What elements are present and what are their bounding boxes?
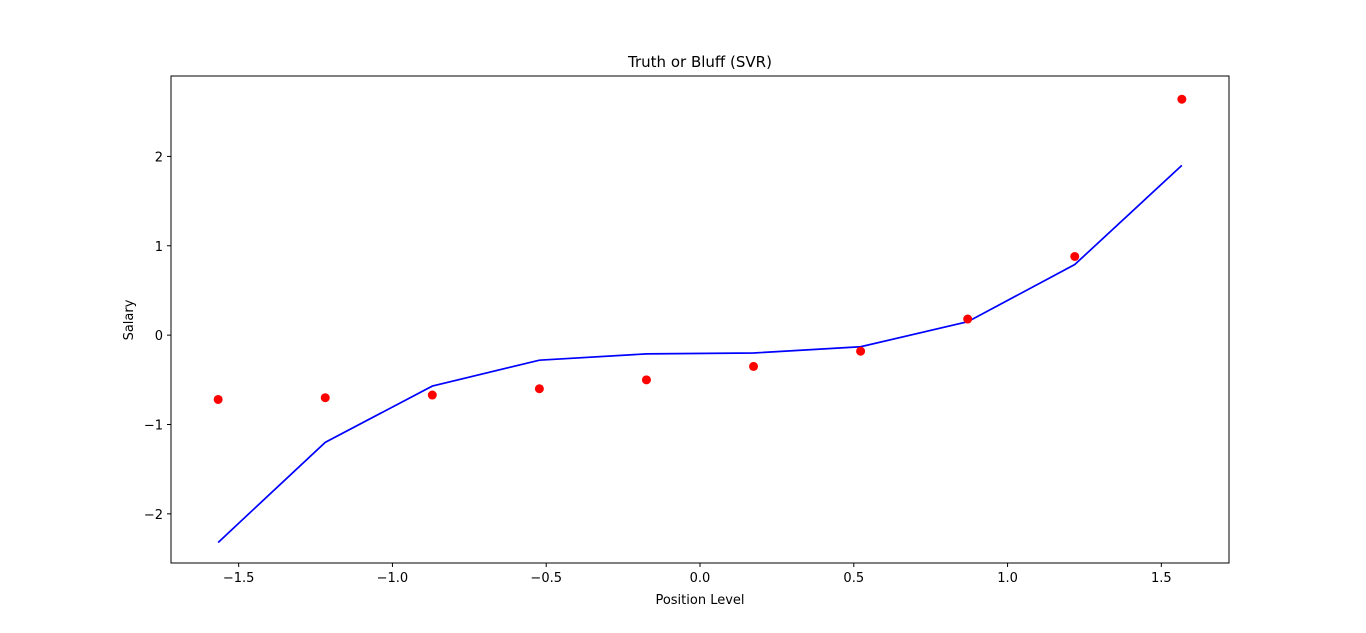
x-axis-label: Position Level bbox=[655, 593, 744, 608]
x-tick-label: 1.5 bbox=[1151, 571, 1172, 586]
y-tick-label: −2 bbox=[144, 508, 163, 523]
x-tick-label: −0.5 bbox=[530, 571, 562, 586]
x-tick-label: −1.0 bbox=[377, 571, 409, 586]
plot-area bbox=[170, 75, 1230, 564]
x-tick-label: 0.5 bbox=[843, 571, 864, 586]
svr-prediction-line bbox=[217, 164, 1183, 544]
y-tick-label: 2 bbox=[155, 150, 163, 165]
data-point bbox=[1177, 94, 1187, 104]
data-point bbox=[641, 375, 651, 385]
data-point bbox=[963, 314, 973, 324]
chart-title: Truth or Bluff (SVR) bbox=[627, 53, 772, 71]
data-points bbox=[213, 94, 1187, 404]
y-tick-label: 0 bbox=[155, 329, 163, 344]
data-point bbox=[427, 390, 437, 400]
x-tick-label: 1.0 bbox=[997, 571, 1018, 586]
data-point bbox=[1070, 252, 1080, 262]
data-point bbox=[856, 346, 866, 356]
y-axis: −2 −1 0 1 2 bbox=[144, 150, 171, 523]
y-tick-label: 1 bbox=[155, 240, 163, 255]
data-point bbox=[534, 384, 544, 394]
x-tick-label: −1.5 bbox=[223, 571, 255, 586]
svr-line bbox=[217, 164, 1183, 544]
data-point bbox=[213, 394, 223, 404]
x-tick-label: 0.0 bbox=[690, 571, 711, 586]
x-axis: −1.5 −1.0 −0.5 0.0 0.5 1.0 1.5 bbox=[223, 563, 1172, 586]
data-point bbox=[749, 361, 759, 371]
y-axis-label: Salary bbox=[122, 299, 137, 340]
data-point bbox=[320, 393, 330, 403]
y-tick-label: −1 bbox=[144, 418, 163, 433]
